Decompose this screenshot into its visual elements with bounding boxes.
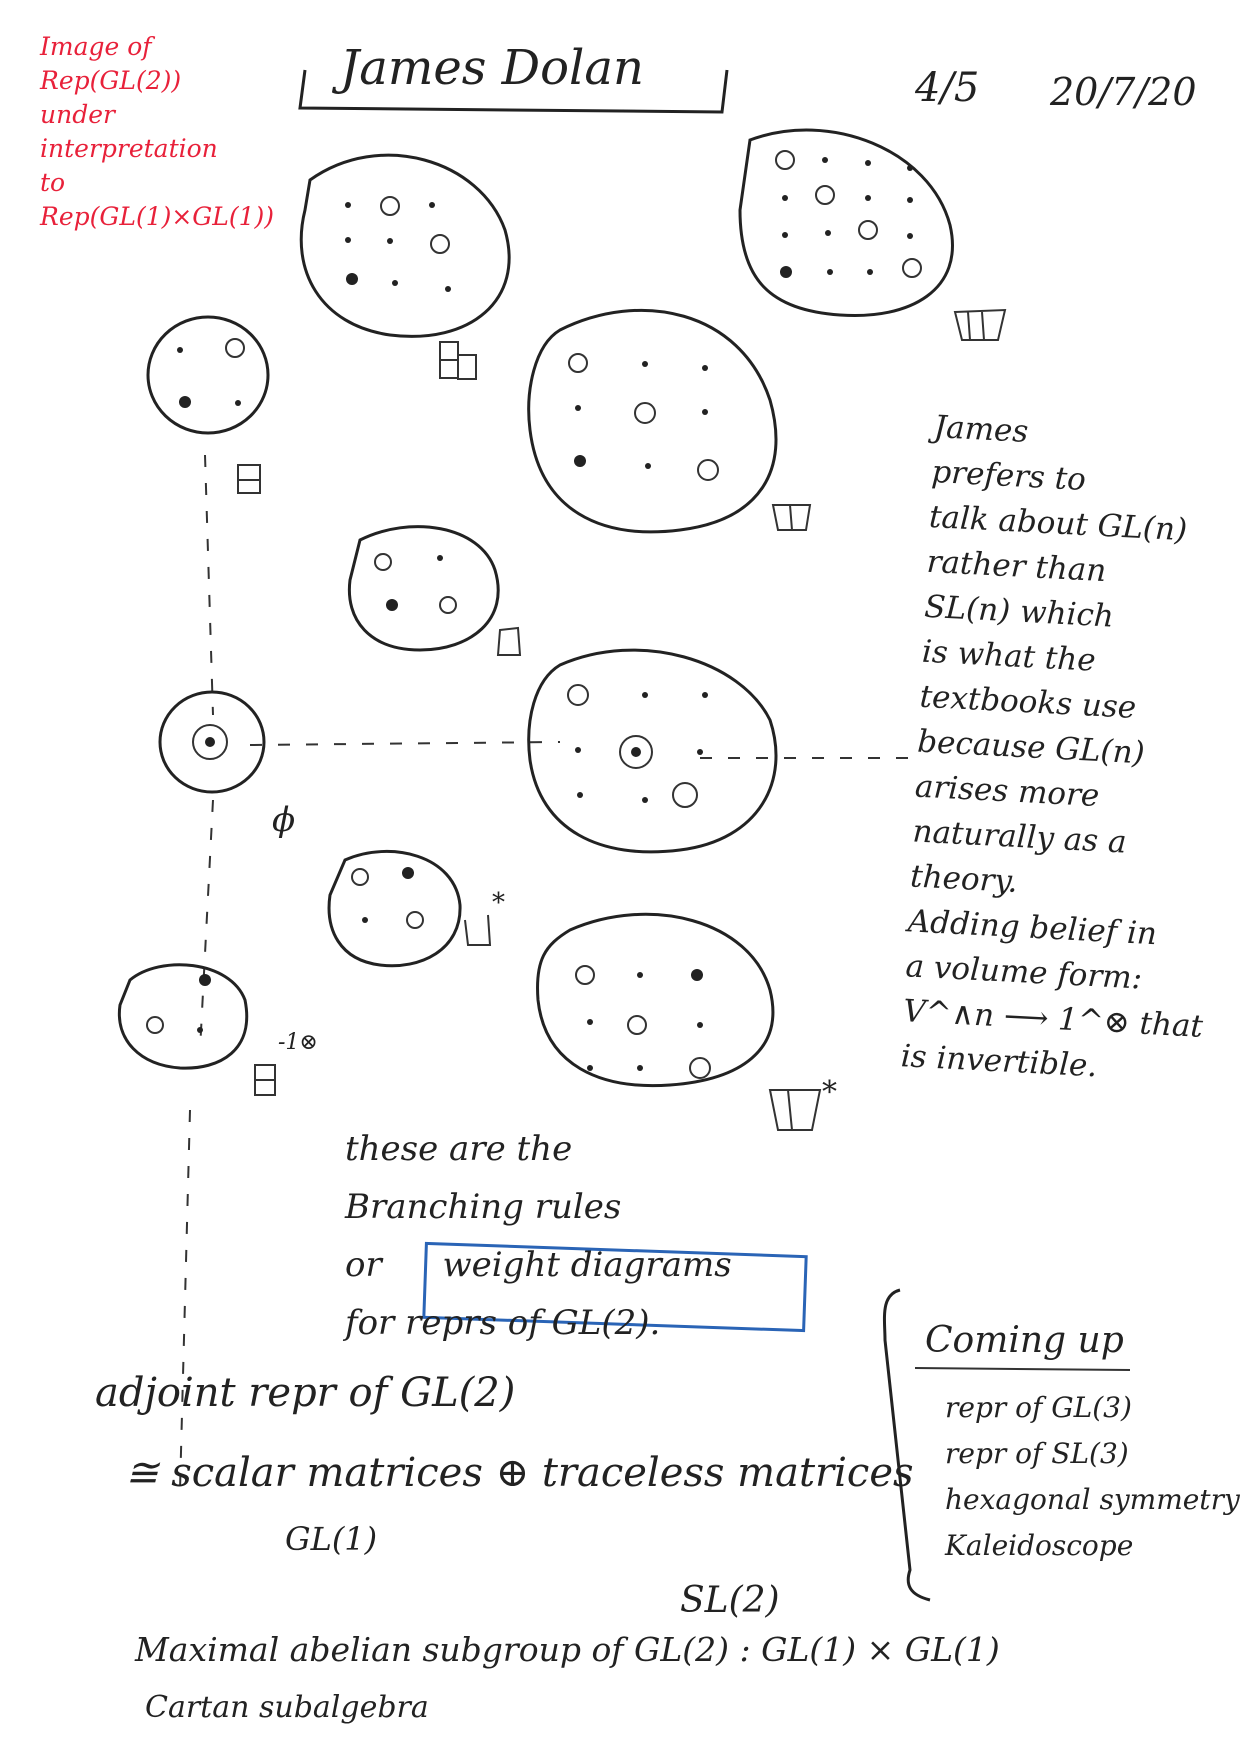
weight-diagram-dual [327, 849, 462, 968]
weight-diagram-2 [738, 128, 954, 318]
coming-up-list: repr of GL(3) repr of SL(3) hexagonal sy… [945, 1385, 1240, 1569]
coming-up-item: repr of GL(3) [945, 1391, 1132, 1424]
cartan-line: Cartan subalgebra [145, 1690, 429, 1725]
red-note-line: Image of [40, 32, 152, 61]
red-note-line: under [40, 100, 115, 129]
young-diagram-3-1 [953, 308, 1007, 341]
young-diagram-dual-2 [768, 1089, 822, 1131]
title-bracket [298, 69, 729, 114]
side-note: James prefers to talk about GL(n) rather… [900, 405, 1235, 1095]
decomposition-line: ≅ scalar matrices ⊕ traceless matrices [125, 1450, 914, 1496]
adjoint-line: adjoint repr of GL(2) [95, 1370, 516, 1416]
or-word: or [345, 1245, 382, 1285]
young-diagram-2 [771, 504, 812, 531]
scalar-matrices: ≅ scalar matrices [125, 1450, 483, 1496]
red-note-line: Rep(GL(2)) [40, 66, 182, 95]
page-number: 4/5 [915, 65, 980, 111]
weight-diagram-adjoint [527, 648, 778, 854]
weight-diagram-inverse [117, 963, 249, 1070]
young-diagram-2-1 [439, 341, 477, 380]
date: 20/7/20 [1050, 70, 1197, 114]
weight-diagrams-box [422, 1241, 808, 1333]
weight-diagrams-text: weight diagrams [442, 1245, 732, 1285]
traceless-matrices: traceless matrices [541, 1450, 914, 1496]
coming-up-item: hexagonal symmetry [945, 1483, 1240, 1516]
weight-diagram-5 [347, 525, 500, 652]
young-diagram-dual [464, 914, 492, 946]
weight-diagram-6 [535, 912, 775, 1088]
red-note-line: to [40, 168, 66, 197]
young-diagram-column [237, 464, 261, 494]
vertical-axis-dashed [179, 454, 214, 1491]
weight-diagram-1 [299, 153, 511, 338]
red-margin-note: Image of Rep(GL(2)) under interpretation… [40, 30, 274, 234]
young-diagram-inverse [254, 1064, 276, 1096]
weight-diagram-trivial [158, 690, 266, 794]
dual-label: * [492, 888, 505, 918]
weight-diagram-4 [527, 309, 778, 534]
coming-up-heading: Coming up [925, 1320, 1124, 1361]
middle-note-line: these are the [345, 1129, 573, 1169]
middle-note-line: Branching rules [345, 1187, 622, 1227]
gl1-label: GL(1) [285, 1520, 378, 1558]
weight-diagram-3 [146, 315, 270, 435]
young-diagram-box [496, 626, 522, 656]
coming-up-underline [914, 1367, 1131, 1371]
inverse-label: -1⊗ [278, 1030, 318, 1055]
sl2-label: SL(2) [680, 1580, 780, 1621]
red-note-line: Rep(GL(1)×GL(1)) [40, 202, 275, 231]
direct-sum-symbol: ⊕ [495, 1450, 530, 1496]
middle-note-line: for reprs of GL(2). [345, 1303, 661, 1343]
coming-up-item: repr of SL(3) [945, 1437, 1129, 1470]
maximal-abelian-line: Maximal abelian subgroup of GL(2) : GL(1… [135, 1630, 1000, 1669]
dual-label-2: * [822, 1075, 837, 1110]
middle-note: these are the Branching rules or weight … [345, 1120, 732, 1352]
coming-up-item: Kaleidoscope [945, 1529, 1134, 1562]
page-title: James Dolan [340, 40, 644, 96]
red-note-line: interpretation [40, 134, 218, 163]
horizontal-axis-dashed [249, 741, 910, 759]
middle-note-line: or weight diagrams [345, 1236, 732, 1294]
phi-label: ϕ [272, 800, 296, 840]
coming-up-bracket [882, 1288, 931, 1602]
